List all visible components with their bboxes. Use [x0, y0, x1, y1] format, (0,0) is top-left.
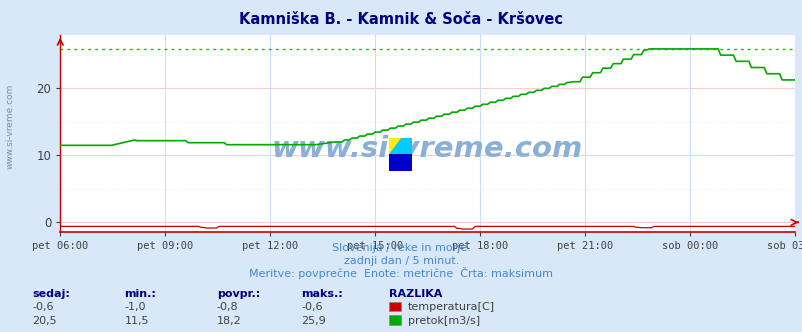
Text: pretok[m3/s]: pretok[m3/s]: [407, 316, 480, 326]
Text: maks.:: maks.:: [301, 289, 342, 299]
Bar: [389, 154, 411, 171]
Text: -1,0: -1,0: [124, 302, 146, 312]
Text: -0,6: -0,6: [301, 302, 322, 312]
Text: povpr.:: povpr.:: [217, 289, 260, 299]
Text: 11,5: 11,5: [124, 316, 149, 326]
Text: -0,6: -0,6: [32, 302, 54, 312]
Bar: [400, 138, 411, 154]
Text: min.:: min.:: [124, 289, 156, 299]
Text: -0,8: -0,8: [217, 302, 238, 312]
Text: Slovenija / reke in morje.: Slovenija / reke in morje.: [332, 243, 470, 253]
Text: 25,9: 25,9: [301, 316, 326, 326]
Text: sedaj:: sedaj:: [32, 289, 70, 299]
Text: RAZLIKA: RAZLIKA: [389, 289, 442, 299]
Text: 20,5: 20,5: [32, 316, 57, 326]
Polygon shape: [389, 138, 400, 154]
Polygon shape: [389, 138, 400, 154]
Bar: [389, 138, 400, 154]
Text: www.si-vreme.com: www.si-vreme.com: [5, 83, 14, 169]
Text: 18,2: 18,2: [217, 316, 241, 326]
Text: www.si-vreme.com: www.si-vreme.com: [272, 135, 582, 163]
Text: Meritve: povprečne  Enote: metrične  Črta: maksimum: Meritve: povprečne Enote: metrične Črta:…: [249, 267, 553, 279]
Text: Kamniška B. - Kamnik & Soča - Kršovec: Kamniška B. - Kamnik & Soča - Kršovec: [239, 12, 563, 27]
Text: temperatura[C]: temperatura[C]: [407, 302, 494, 312]
Text: zadnji dan / 5 minut.: zadnji dan / 5 minut.: [343, 256, 459, 266]
